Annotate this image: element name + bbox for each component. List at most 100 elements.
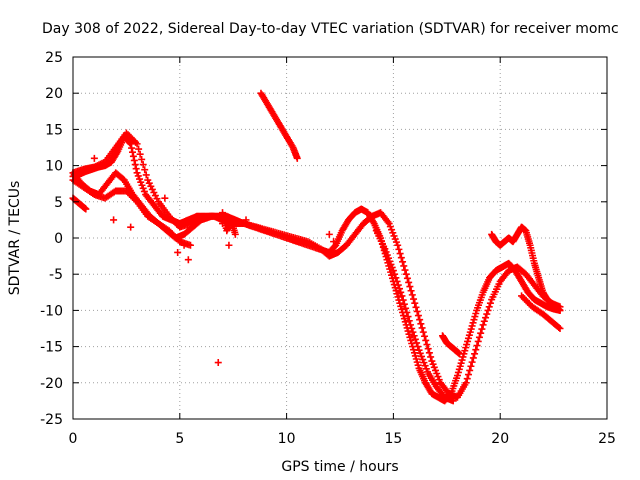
data-point <box>467 362 475 370</box>
data-point <box>482 314 490 322</box>
data-point <box>400 300 408 308</box>
data-point <box>486 299 494 307</box>
x-tick-label: 5 <box>175 431 184 447</box>
data-point <box>325 230 333 238</box>
data-point <box>214 359 222 367</box>
data-point <box>483 310 491 318</box>
data-point <box>399 296 407 304</box>
data-point <box>419 328 427 336</box>
data-point <box>396 285 404 293</box>
data-point <box>180 241 188 249</box>
y-tick-label: 20 <box>45 86 63 102</box>
data-point <box>389 267 397 275</box>
y-axis-label: SDTVAR / TECUs <box>7 181 23 296</box>
data-point <box>133 140 141 148</box>
data-point <box>409 328 417 336</box>
y-tick-label: 0 <box>54 231 63 247</box>
data-point <box>110 216 118 224</box>
data-point <box>394 281 402 289</box>
data-point <box>556 325 564 332</box>
data-point <box>174 248 182 256</box>
data-point <box>161 194 169 202</box>
data-point <box>406 321 414 329</box>
data-point <box>394 241 402 249</box>
data-point <box>410 332 418 340</box>
data-point <box>468 358 476 366</box>
y-tick-label: -15 <box>40 340 63 356</box>
data-point <box>128 144 136 152</box>
data-point <box>402 270 410 278</box>
data-point <box>225 241 233 249</box>
data-point <box>330 238 338 246</box>
data-point <box>473 342 481 350</box>
data-point <box>398 292 406 300</box>
data-point <box>402 304 410 312</box>
x-tick-label: 15 <box>384 431 402 447</box>
data-point <box>401 266 409 274</box>
data-point <box>186 241 194 249</box>
data-point <box>141 166 149 174</box>
data-point <box>418 324 426 332</box>
data-point <box>127 223 135 231</box>
data-point <box>139 161 147 169</box>
data-point <box>410 295 418 303</box>
data-point <box>399 258 407 266</box>
y-tick-label: -20 <box>40 376 63 392</box>
data-points <box>69 89 564 405</box>
data-point <box>397 254 405 262</box>
data-point <box>478 325 486 333</box>
data-point <box>406 283 414 291</box>
data-point <box>395 245 403 253</box>
data-point <box>411 335 419 343</box>
data-point <box>425 349 433 357</box>
data-point <box>408 325 416 332</box>
data-point <box>449 397 457 405</box>
ticks: 0 5 10 15 20 25 -25 -20 -15 -10 -5 0 5 10 15 20 25 <box>40 50 616 447</box>
data-point <box>130 156 138 164</box>
data-point <box>90 154 98 162</box>
data-point <box>82 205 90 213</box>
y-tick-label: 10 <box>45 159 63 175</box>
y-tick-label: 25 <box>45 50 63 66</box>
data-point <box>405 278 413 286</box>
x-tick-label: 0 <box>69 431 78 447</box>
data-point <box>412 303 420 311</box>
data-point <box>427 353 435 361</box>
data-point <box>129 152 137 160</box>
data-point <box>471 350 479 358</box>
data-point <box>138 155 146 163</box>
x-tick-label: 20 <box>491 431 509 447</box>
data-point <box>404 313 412 321</box>
data-point <box>208 212 216 220</box>
data-point <box>391 270 399 278</box>
data-point <box>400 262 408 270</box>
data-point <box>413 307 421 315</box>
data-point <box>477 329 485 337</box>
data-point <box>421 332 429 340</box>
data-point <box>135 145 143 153</box>
x-axis-label: GPS time / hours <box>281 459 398 475</box>
data-point <box>136 150 144 158</box>
data-point <box>422 336 430 344</box>
data-point <box>556 306 564 314</box>
y-tick-label: -5 <box>49 267 63 283</box>
data-point <box>479 321 487 329</box>
data-point <box>407 287 415 295</box>
data-point <box>397 288 405 296</box>
data-point <box>414 343 422 351</box>
chart-title: Day 308 of 2022, Sidereal Day-to-day VTE… <box>42 21 619 37</box>
data-point <box>408 291 416 299</box>
y-tick-label: 15 <box>45 122 63 138</box>
data-point <box>293 154 301 162</box>
data-point <box>242 216 250 224</box>
data-point <box>396 250 404 258</box>
data-point <box>403 274 411 282</box>
data-point <box>142 171 150 179</box>
data-point <box>393 277 401 285</box>
data-point <box>129 148 137 156</box>
x-tick-label: 25 <box>598 431 616 447</box>
y-tick-label: -10 <box>40 303 63 319</box>
data-point <box>417 320 425 328</box>
data-point <box>463 375 471 383</box>
